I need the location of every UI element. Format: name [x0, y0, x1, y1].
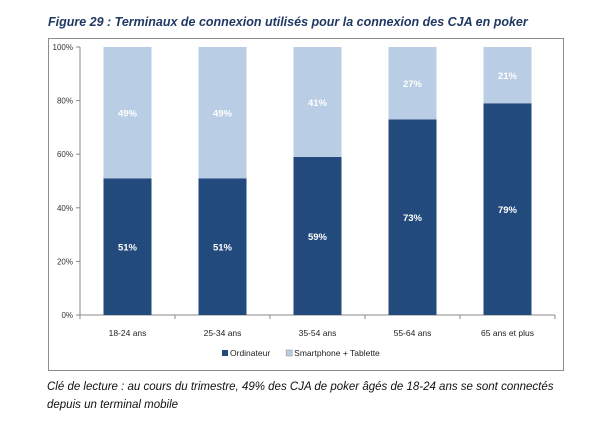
bar-smartphone-tablette	[198, 47, 247, 179]
y-tick-label: 40%	[57, 204, 73, 213]
data-label: 73%	[403, 213, 423, 224]
bar-ordinateur	[198, 178, 247, 315]
legend-label: Smartphone + Tablette	[294, 348, 380, 358]
bar-ordinateur	[388, 119, 437, 315]
reading-key-caption: Clé de lecture : au cours du trimestre, …	[47, 381, 554, 411]
x-tick-label: 35-54 ans	[299, 328, 337, 338]
legend-swatch	[285, 349, 293, 357]
data-label: 49%	[118, 109, 138, 120]
figure-title: Figure 29 : Terminaux de connexion utili…	[48, 15, 528, 29]
data-label: 49%	[213, 109, 233, 120]
bar-smartphone-tablette	[293, 47, 342, 157]
data-label: 21%	[498, 71, 518, 82]
bar-ordinateur	[293, 156, 342, 315]
legend-swatch	[222, 350, 228, 356]
y-tick-label: 20%	[57, 257, 73, 266]
chart-frame	[48, 38, 564, 371]
bar-smartphone-tablette	[483, 47, 532, 104]
y-tick-label: 80%	[57, 97, 73, 106]
x-tick-label: 65 ans et plus	[481, 328, 534, 338]
legend-label: Ordinateur	[230, 348, 270, 358]
y-tick-label: 100%	[53, 43, 73, 52]
x-tick-label: 25-34 ans	[204, 328, 242, 338]
bar-smartphone-tablette	[103, 47, 152, 179]
bar-ordinateur	[103, 178, 152, 315]
y-tick-label: 60%	[57, 150, 73, 159]
data-label: 51%	[118, 243, 138, 254]
bar-smartphone-tablette	[388, 47, 437, 120]
data-label: 79%	[498, 205, 518, 216]
y-tick-label: 0%	[61, 311, 73, 320]
data-label: 59%	[308, 232, 328, 243]
data-label: 41%	[308, 98, 328, 109]
bar-ordinateur	[483, 103, 532, 315]
data-label: 27%	[403, 79, 423, 90]
x-tick-label: 55-64 ans	[394, 328, 432, 338]
x-tick-label: 18-24 ans	[109, 328, 147, 338]
data-label: 51%	[213, 243, 233, 254]
